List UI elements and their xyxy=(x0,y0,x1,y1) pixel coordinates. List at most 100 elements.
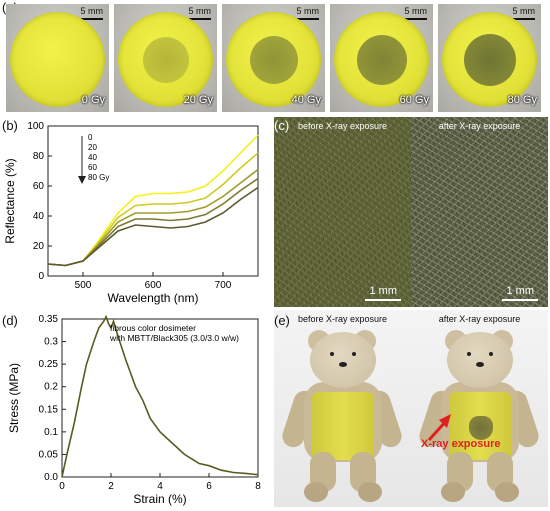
x-tick-label: 600 xyxy=(145,280,162,291)
x-tick-label: 6 xyxy=(206,481,212,492)
exposed-spot xyxy=(356,34,407,85)
disk-tile-40: 5 mm 40 Gy xyxy=(222,4,325,112)
scale-bar xyxy=(189,18,211,20)
exposure-arrow xyxy=(427,414,451,442)
scale-bar xyxy=(405,18,427,20)
arrow-head xyxy=(439,414,451,428)
y-axis-label: Stress (MPa) xyxy=(7,363,21,433)
y-tick-label: 0.05 xyxy=(39,449,59,460)
y-tick-label: 0.3 xyxy=(44,337,58,348)
x-tick-label: 0 xyxy=(59,481,65,492)
disk-tile-80: 5 mm 80 Gy xyxy=(438,4,541,112)
y-tick-label: 0.15 xyxy=(39,404,59,415)
scale-label: 5 mm xyxy=(80,6,104,16)
legend-entry: 20 xyxy=(88,143,97,152)
dosimeter-disk xyxy=(442,12,537,107)
dosimeter-disk xyxy=(334,12,429,107)
micro-scale-bar xyxy=(502,299,538,301)
exposed-spot xyxy=(249,35,298,84)
bear-eye xyxy=(489,352,493,356)
x-axis-label: Wavelength (nm) xyxy=(108,291,199,305)
legend-entry: 80 Gy xyxy=(88,173,109,182)
micrograph-after: after X-ray exposure 1 mm xyxy=(411,117,548,307)
y-tick-label: 0.35 xyxy=(39,314,59,325)
bear-foot xyxy=(358,482,382,502)
scale-bar xyxy=(513,18,535,20)
dosimeter-shirt xyxy=(312,392,374,460)
exposed-heart-spot xyxy=(469,416,493,440)
bear-eye xyxy=(352,352,356,356)
series-line-60 xyxy=(47,177,259,267)
y-tick-label: 40 xyxy=(33,211,45,222)
bear-eye xyxy=(467,352,471,356)
dosimeter-shirt xyxy=(449,392,511,460)
panel-label-e: (e) xyxy=(274,313,290,328)
series-line-80-Gy xyxy=(47,186,259,267)
x-axis-label: Strain (%) xyxy=(133,492,186,506)
disk-tile-0: 5 mm 0 Gy xyxy=(6,4,109,112)
bear-before-caption: before X-ray exposure xyxy=(297,314,388,324)
panel-label-c: (c) xyxy=(274,118,290,133)
scale-label: 5 mm xyxy=(188,6,212,16)
y-tick-label: 100 xyxy=(27,121,44,132)
dose-label: 0 Gy xyxy=(81,94,105,106)
micrograph-before: before X-ray exposure 1 mm xyxy=(274,117,411,307)
dosimeter-disk xyxy=(226,12,321,107)
bear-head xyxy=(447,332,513,388)
bear-nose xyxy=(339,362,347,367)
exposure-arrow-label: X-ray exposure xyxy=(421,438,501,450)
y-tick-label: 0.1 xyxy=(44,427,58,438)
dose-label: 20 Gy xyxy=(183,94,213,106)
y-tick-label: 0.25 xyxy=(39,359,59,370)
bear-head xyxy=(310,332,376,388)
x-tick-label: 8 xyxy=(255,481,261,492)
bear-photo-before: before X-ray exposure xyxy=(274,310,411,507)
y-tick-label: 80 xyxy=(33,151,45,162)
x-tick-label: 700 xyxy=(215,280,232,291)
bear-foot xyxy=(304,482,328,502)
exposed-spot xyxy=(463,33,516,86)
scale-bar xyxy=(297,18,319,20)
stress-strain-chart: 0 2 4 6 8 0.0 0.05 0.1 0.15 0.2 0.25 0.3 0.35 Strain … xyxy=(7,314,261,506)
bear-foot xyxy=(495,482,519,502)
dose-label: 80 Gy xyxy=(507,94,537,106)
chart-annotation: fibrous color dosimeter xyxy=(110,323,196,333)
dose-label: 40 Gy xyxy=(291,94,321,106)
y-tick-label: 60 xyxy=(33,181,45,192)
micro-scale-bar xyxy=(365,299,401,301)
x-tick-label: 500 xyxy=(75,280,92,291)
bear-nose xyxy=(476,362,484,367)
disk-tile-60: 5 mm 60 Gy xyxy=(330,4,433,112)
micro-scale-label: 1 mm xyxy=(369,285,398,297)
scale-bar xyxy=(81,18,103,20)
series-line-0 xyxy=(47,134,259,267)
x-tick-label: 4 xyxy=(157,481,163,492)
legend-arrow-head xyxy=(78,176,86,184)
scale-label: 5 mm xyxy=(404,6,428,16)
series-line-40 xyxy=(47,168,259,267)
disk-tile-20: 5 mm 20 Gy xyxy=(114,4,217,112)
y-axis-label: Reflectance (%) xyxy=(3,158,17,243)
x-tick-label: 2 xyxy=(108,481,114,492)
micrograph-before-caption: before X-ray exposure xyxy=(297,121,388,131)
exposed-spot xyxy=(142,36,189,83)
bear-photo-after: after X-ray exposure X-ray exposure xyxy=(411,310,548,507)
legend-entry: 0 xyxy=(88,133,93,142)
dosimeter-disk xyxy=(10,12,105,107)
series-line-0 xyxy=(61,314,259,478)
legend-entry: 40 xyxy=(88,153,97,162)
scale-label: 5 mm xyxy=(512,6,536,16)
y-tick-label: 0.0 xyxy=(44,472,58,483)
legend-entry: 60 xyxy=(88,163,97,172)
chart-annotation: with MBTT/Black305 (3.0/3.0 w/w) xyxy=(109,333,239,343)
micrograph-after-caption: after X-ray exposure xyxy=(438,121,521,131)
dosimeter-disk xyxy=(118,12,213,107)
bear-foot xyxy=(441,482,465,502)
series-line-20 xyxy=(47,152,259,267)
y-tick-label: 0.2 xyxy=(44,382,58,393)
panel-label-d: (d) xyxy=(2,313,18,328)
bear-eye xyxy=(330,352,334,356)
y-tick-label: 20 xyxy=(33,241,45,252)
dose-label: 60 Gy xyxy=(399,94,429,106)
